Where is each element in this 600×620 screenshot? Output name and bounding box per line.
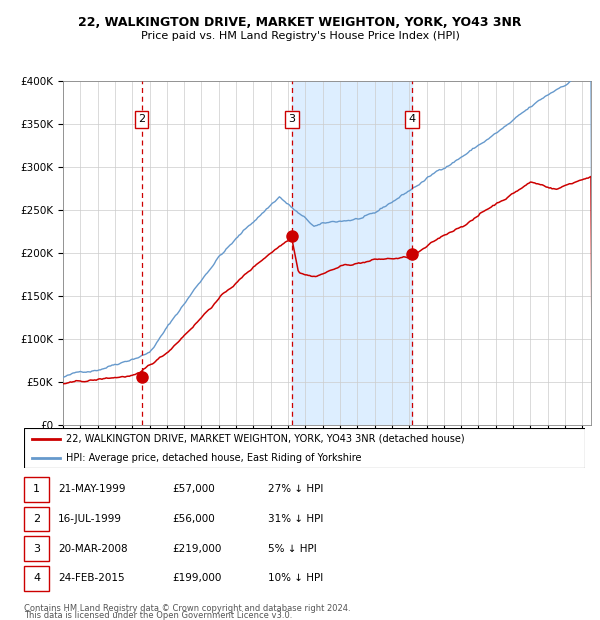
Bar xyxy=(292,81,412,425)
Text: £199,000: £199,000 xyxy=(172,574,221,583)
Text: 16-JUL-1999: 16-JUL-1999 xyxy=(58,514,122,524)
Text: 22, WALKINGTON DRIVE, MARKET WEIGHTON, YORK, YO43 3NR: 22, WALKINGTON DRIVE, MARKET WEIGHTON, Y… xyxy=(78,16,522,29)
Text: 10% ↓ HPI: 10% ↓ HPI xyxy=(268,574,323,583)
Text: 3: 3 xyxy=(33,544,40,554)
Text: £56,000: £56,000 xyxy=(172,514,215,524)
Text: 3: 3 xyxy=(289,114,295,125)
Text: 22, WALKINGTON DRIVE, MARKET WEIGHTON, YORK, YO43 3NR (detached house): 22, WALKINGTON DRIVE, MARKET WEIGHTON, Y… xyxy=(66,433,465,444)
Text: 24-FEB-2015: 24-FEB-2015 xyxy=(58,574,125,583)
Text: 2: 2 xyxy=(138,114,145,125)
Text: Contains HM Land Registry data © Crown copyright and database right 2024.: Contains HM Land Registry data © Crown c… xyxy=(24,603,350,613)
Text: 31% ↓ HPI: 31% ↓ HPI xyxy=(268,514,323,524)
Text: 21-MAY-1999: 21-MAY-1999 xyxy=(58,484,126,494)
Text: 1: 1 xyxy=(33,484,40,494)
Text: 27% ↓ HPI: 27% ↓ HPI xyxy=(268,484,323,494)
Text: This data is licensed under the Open Government Licence v3.0.: This data is licensed under the Open Gov… xyxy=(24,611,292,620)
Text: 4: 4 xyxy=(33,574,40,583)
Text: £219,000: £219,000 xyxy=(172,544,221,554)
Text: 2: 2 xyxy=(33,514,40,524)
FancyBboxPatch shape xyxy=(24,428,585,468)
Text: 4: 4 xyxy=(408,114,415,125)
Text: £57,000: £57,000 xyxy=(172,484,215,494)
Text: HPI: Average price, detached house, East Riding of Yorkshire: HPI: Average price, detached house, East… xyxy=(66,453,362,463)
Text: 5% ↓ HPI: 5% ↓ HPI xyxy=(268,544,317,554)
Text: Price paid vs. HM Land Registry's House Price Index (HPI): Price paid vs. HM Land Registry's House … xyxy=(140,31,460,41)
Text: 20-MAR-2008: 20-MAR-2008 xyxy=(58,544,128,554)
